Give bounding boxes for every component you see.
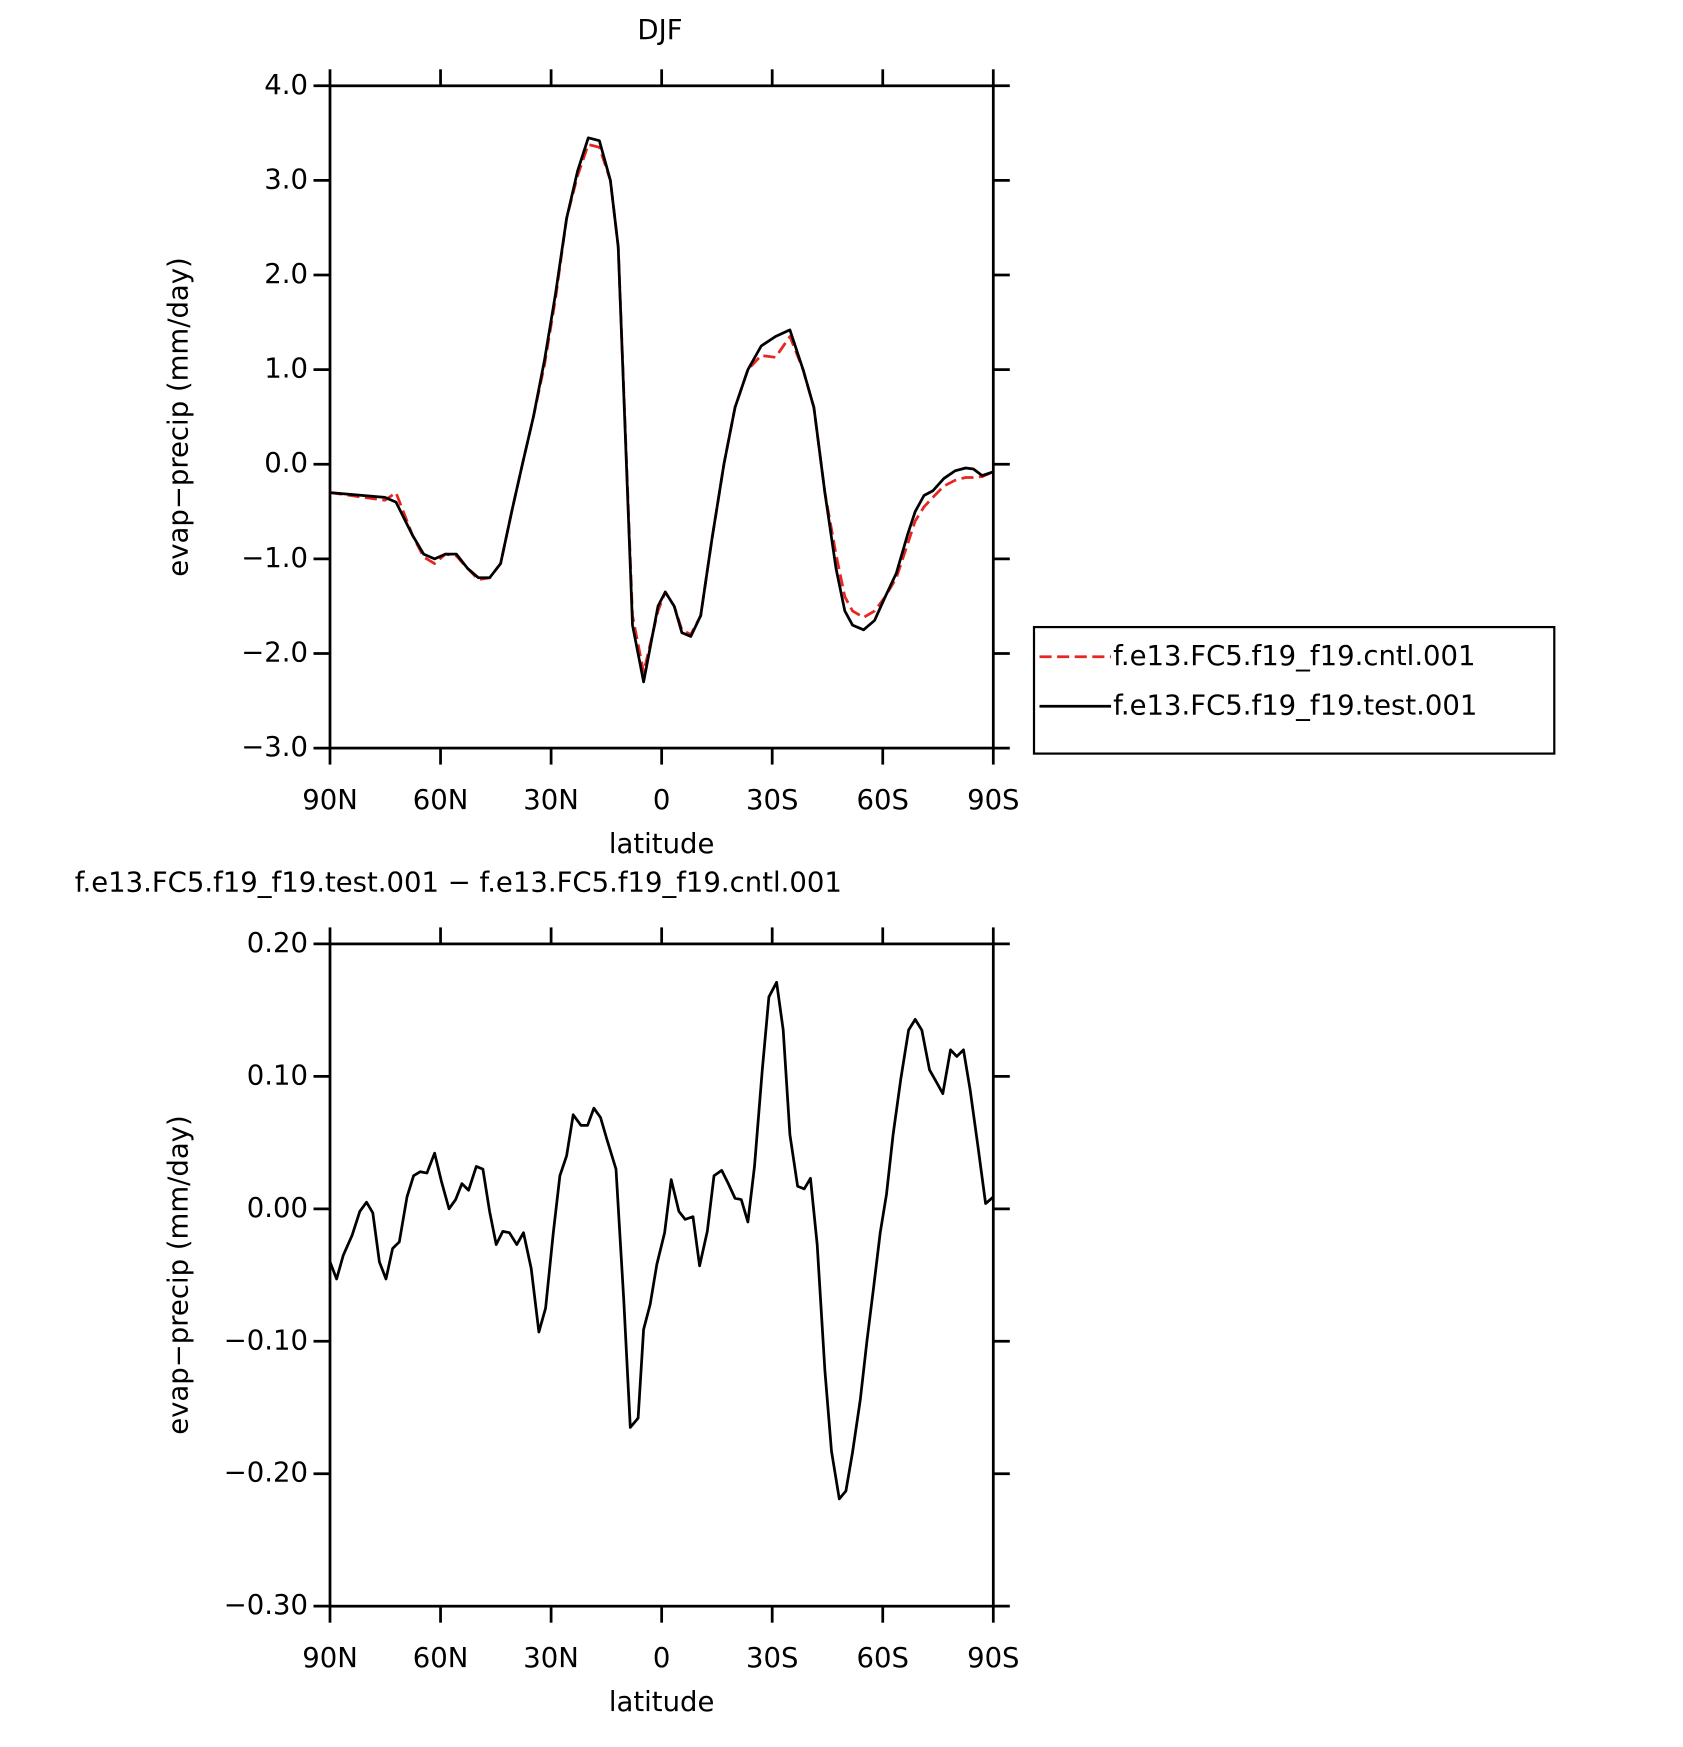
y-tick-label: −0.10	[224, 1324, 308, 1356]
x-tick-label: 0	[653, 1642, 670, 1674]
x-tick-label: 90S	[967, 1642, 1019, 1674]
y-tick-label: 0.20	[247, 927, 308, 959]
data-line	[329, 136, 994, 684]
y-tick-label: 1.0	[264, 353, 308, 385]
x-tick-label: 30N	[523, 1642, 579, 1674]
y-axis-label: evap−precip (mm/day)	[162, 1115, 194, 1434]
x-tick-label: 60N	[413, 1642, 469, 1674]
x-tick-label: 90N	[302, 1642, 358, 1674]
y-tick-label: −2.0	[241, 636, 308, 668]
y-axis-label: evap−precip (mm/day)	[162, 257, 194, 576]
y-tick-label: 3.0	[264, 163, 308, 195]
data-line	[329, 143, 994, 674]
x-tick-label: 30S	[746, 1642, 798, 1674]
y-tick-label: 2.0	[264, 258, 308, 290]
plot-frame	[328, 942, 995, 1608]
y-tick-label: 0.0	[264, 447, 308, 479]
data-line	[328, 980, 995, 1501]
y-tick-label: −3.0	[241, 731, 308, 763]
chart-title: f.e13.FC5.f19_f19.test.001 − f.e13.FC5.f…	[75, 866, 842, 898]
y-tick-label: −1.0	[241, 542, 308, 574]
chart-title: DJF	[637, 14, 682, 46]
legend-box	[1032, 625, 1556, 755]
x-tick-label: 60S	[857, 784, 909, 816]
x-tick-label: 60S	[857, 1642, 909, 1674]
x-tick-label: 30N	[523, 784, 579, 816]
y-tick-label: −0.20	[224, 1457, 308, 1489]
plot-frame	[328, 84, 995, 750]
x-tick-label: 90S	[967, 784, 1019, 816]
y-tick-label: 4.0	[264, 69, 308, 101]
legend-label: f.e13.FC5.f19_f19.cntl.001	[1113, 640, 1475, 672]
y-tick-label: 0.00	[247, 1192, 308, 1224]
y-tick-label: −0.30	[224, 1589, 308, 1621]
x-tick-label: 30S	[746, 784, 798, 816]
y-tick-label: 0.10	[247, 1059, 308, 1091]
x-tick-label: 90N	[302, 784, 358, 816]
x-axis-label: latitude	[609, 828, 715, 860]
x-axis-label: latitude	[609, 1686, 715, 1718]
legend-label: f.e13.FC5.f19_f19.test.001	[1113, 689, 1477, 721]
x-tick-label: 0	[653, 784, 670, 816]
x-tick-label: 60N	[413, 784, 469, 816]
